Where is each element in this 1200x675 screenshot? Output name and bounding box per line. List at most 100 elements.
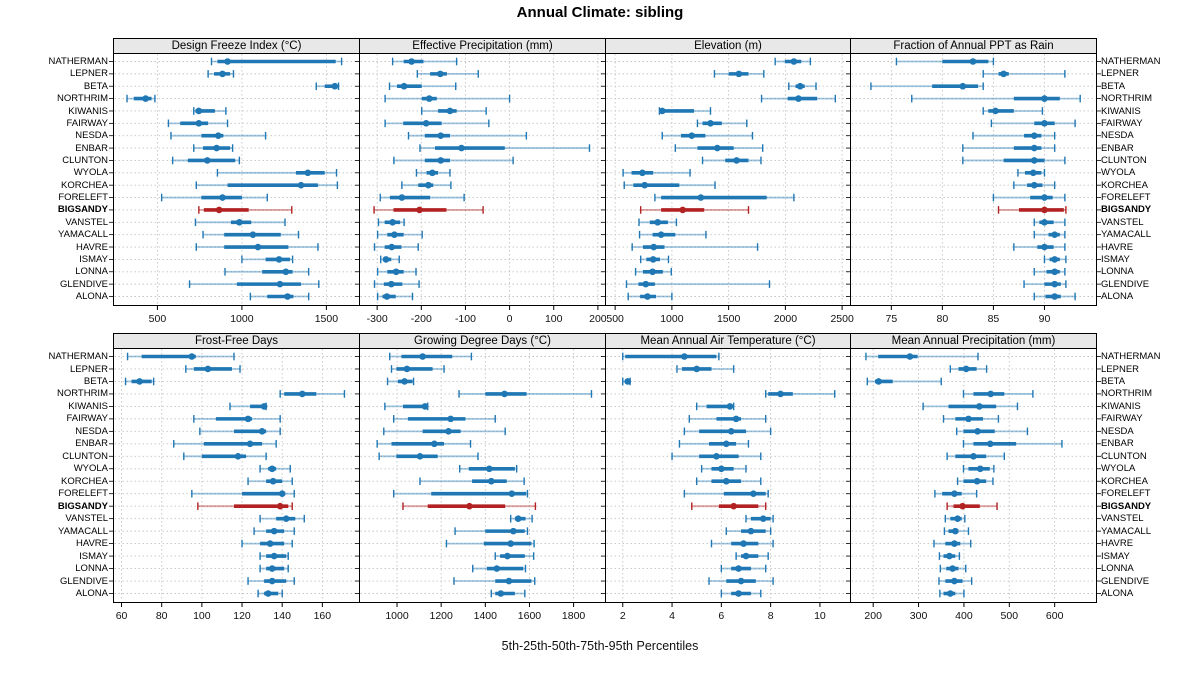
panel-plot-mean-annual-air-temperature: 2 4 6 8 10	[601, 348, 855, 622]
median-dot	[270, 527, 278, 535]
percentile-interval-kiwanis	[982, 107, 1044, 115]
percentile-interval-enbar	[193, 144, 234, 152]
station-label: NORTHRIM	[56, 388, 108, 400]
percentile-interval-northrim	[911, 94, 1081, 103]
median-dot	[1030, 132, 1038, 140]
percentile-interval-korchea	[195, 181, 339, 189]
median-dot	[487, 477, 495, 485]
percentile-interval-northrim	[279, 390, 346, 398]
percentile-interval-kiwanis	[384, 402, 429, 411]
percentile-interval-nesda	[407, 131, 528, 140]
station-label: LEPNER	[69, 363, 108, 375]
median-dot	[657, 231, 665, 238]
percentile-interval-havre	[445, 539, 535, 548]
median-dot	[735, 590, 742, 597]
median-dot	[276, 280, 284, 288]
station-labels-left-bottom: NATHERMAN LEPNER BETA NORTHRIM KIWANIS FAIRWA…	[0, 348, 108, 602]
median-dot	[278, 490, 286, 498]
panel-strip-mean-annual-precipitation: Mean Annual Precipitation (mm)	[850, 333, 1097, 348]
station-label: KIWANIS	[68, 105, 108, 117]
percentile-interval-clunton	[671, 452, 762, 461]
percentile-interval-vanstel	[377, 218, 405, 227]
x-tick-label: 2000	[774, 313, 798, 325]
percentile-interval-kiwanis	[229, 402, 268, 411]
median-dot	[282, 515, 290, 522]
median-dot	[304, 169, 312, 177]
median-dot	[236, 218, 243, 226]
median-dot	[284, 293, 291, 300]
station-label: FORELEFT	[1101, 488, 1151, 500]
panel-strip-mean-annual-air-temperature: Mean Annual Air Temperature (°C)	[605, 333, 851, 348]
panel-plot-fraction-annual-ppt-as-rain: 75 80 85 90	[846, 53, 1101, 325]
median-dot	[1051, 268, 1058, 276]
station-label: BETA	[1101, 80, 1126, 92]
panel-title: Frost-Free Days	[194, 335, 279, 347]
x-tick-label: 200	[589, 313, 607, 325]
percentile-interval-natherman	[774, 57, 812, 66]
percentile-interval-foreleft	[393, 489, 529, 498]
percentile-interval-beta	[866, 377, 942, 386]
x-tick-label: 1500	[717, 313, 741, 325]
percentile-interval-yamacall	[253, 527, 295, 535]
median-dot	[419, 353, 426, 360]
median-dot	[260, 403, 268, 410]
percentile-interval-korchea	[623, 181, 716, 189]
station-label: GLENDIVE	[59, 575, 108, 587]
percentile-interval-lepner	[982, 70, 1066, 78]
percentile-interval-kiwanis	[695, 402, 735, 411]
x-tick-label: 100	[545, 313, 563, 325]
percentile-interval-enbar	[674, 144, 764, 152]
percentile-interval-vanstel	[1033, 218, 1066, 227]
median-dot	[446, 107, 454, 115]
median-dot	[1041, 243, 1048, 251]
percentile-interval-fairway	[942, 415, 1000, 423]
percentile-interval-fairway	[696, 119, 748, 128]
median-dot	[974, 428, 981, 435]
station-label: ALONA	[75, 588, 108, 599]
median-dot	[951, 490, 958, 498]
station-label: KORCHEA	[1101, 179, 1148, 191]
median-dot	[1051, 256, 1058, 263]
percentile-interval-alona	[939, 589, 965, 598]
percentile-interval-clunton	[183, 452, 267, 461]
median-dot	[718, 465, 725, 473]
x-tick-label: 1000	[385, 610, 409, 622]
median-dot	[1030, 157, 1038, 164]
median-dot	[436, 70, 444, 78]
station-label: FORELEFT	[58, 488, 108, 500]
station-label: NORTHRIM	[1101, 388, 1153, 400]
median-dot	[1051, 280, 1058, 288]
median-dot	[266, 540, 274, 547]
percentile-interval-beta	[124, 377, 155, 386]
x-tick-label: 4	[669, 610, 675, 622]
median-dot	[649, 268, 656, 276]
station-labels-right-bottom: NATHERMAN LEPNER BETA NORTHRIM KIWANIS FAIRWA…	[1101, 348, 1200, 602]
x-tick-label: 85	[988, 313, 1000, 325]
median-dot	[722, 477, 730, 485]
percentile-interval-yamacall	[376, 230, 423, 239]
median-dot	[383, 293, 391, 300]
median-dot	[437, 132, 445, 140]
median-dot	[142, 95, 149, 102]
percentile-interval-kiwanis	[922, 402, 1019, 411]
station-label: FAIRWAY	[66, 117, 108, 129]
median-dot	[790, 58, 798, 65]
x-tick-label: 1800	[562, 610, 586, 622]
percentile-interval-clunton	[946, 452, 1006, 461]
percentile-interval-natherman	[210, 57, 343, 66]
station-label: FAIRWAY	[66, 413, 108, 425]
median-dot	[504, 552, 511, 560]
percentile-interval-yamacall	[638, 230, 707, 239]
percentile-interval-nesda	[972, 131, 1056, 140]
station-label: ENBAR	[1101, 438, 1134, 450]
median-dot	[697, 194, 705, 201]
percentile-interval-yamacall	[943, 527, 970, 535]
percentile-interval-havre	[1013, 243, 1066, 251]
percentile-interval-enbar	[962, 144, 1056, 152]
station-label: BETA	[1101, 375, 1126, 387]
panel-plot-frost-free-days: 60 80 100 120 140 160	[109, 348, 364, 622]
x-tick-label: 90	[1039, 313, 1051, 325]
percentile-interval-foreleft	[654, 193, 795, 202]
x-tick-label: 8	[768, 610, 774, 622]
x-tick-label: 120	[233, 610, 251, 622]
